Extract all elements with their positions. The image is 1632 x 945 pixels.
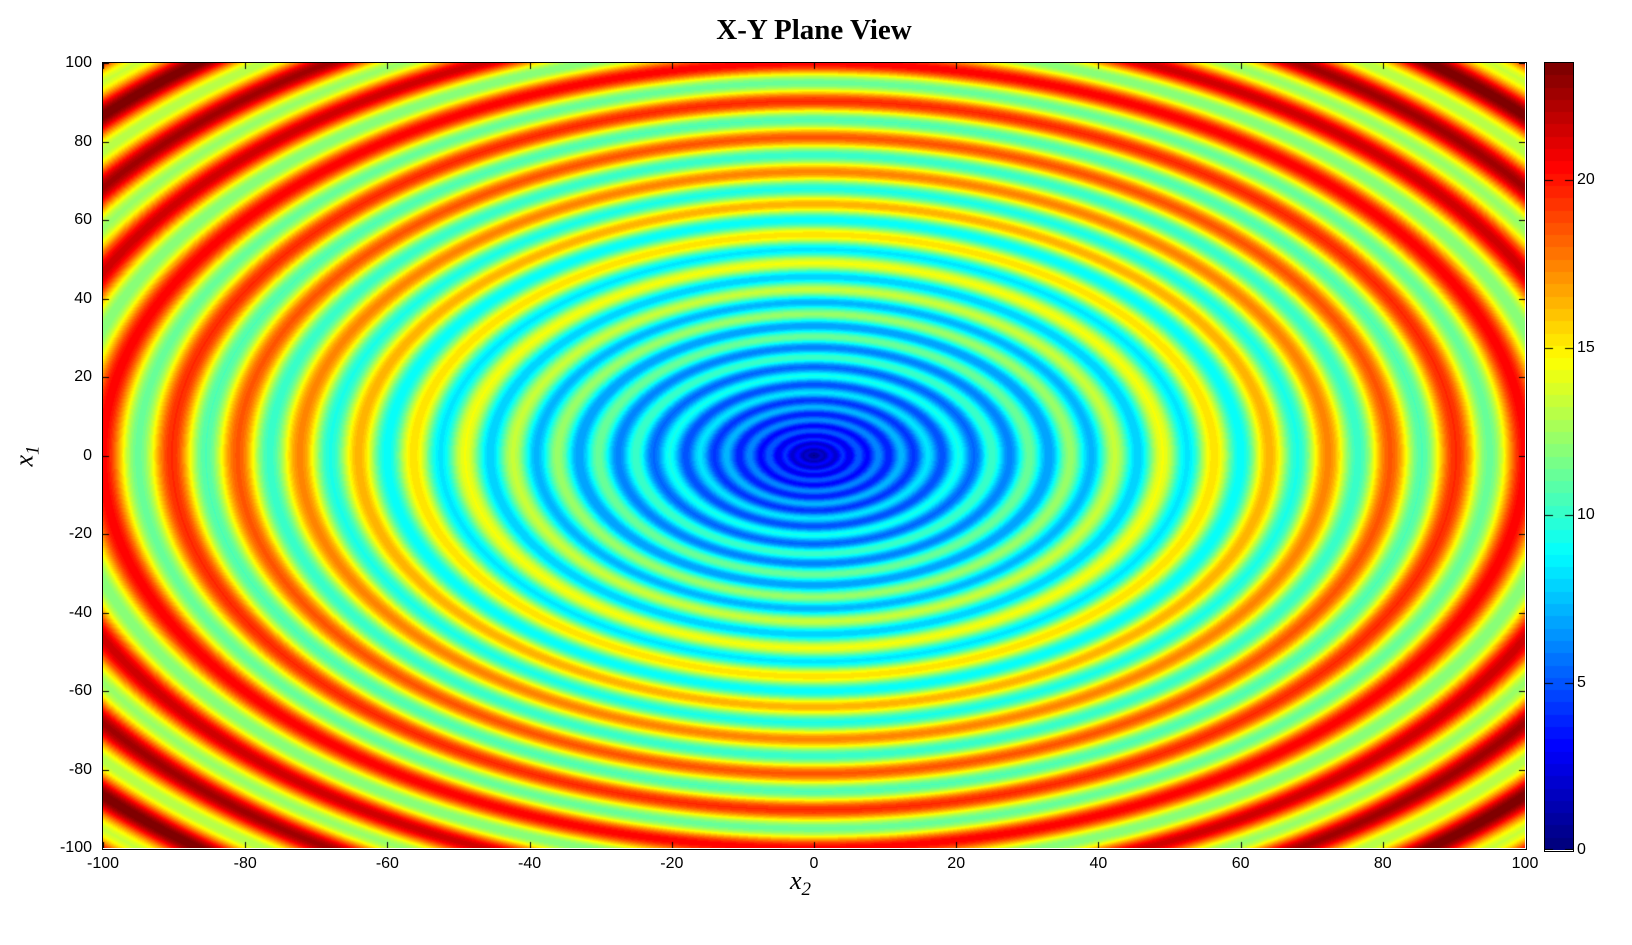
colorbar-tick-label: 15 <box>1577 338 1595 356</box>
x-axis-label: x2 <box>790 866 811 899</box>
y-tick-label: 60 <box>74 211 92 228</box>
y-tick-label: 0 <box>83 446 92 464</box>
x-tick-label: 0 <box>809 855 819 872</box>
x-tick-label: 60 <box>1231 855 1250 872</box>
y-tick-label: 40 <box>74 289 92 307</box>
x-tick-label: -20 <box>660 855 684 872</box>
x-axis-label-base: x <box>790 866 802 895</box>
y-tick-label: -20 <box>68 525 92 542</box>
y-tick-label: -60 <box>68 682 92 699</box>
x-tick-label: -100 <box>86 855 120 872</box>
x-tick-label: 20 <box>947 855 966 872</box>
x-tick-label: -80 <box>233 855 257 872</box>
y-tick-label: -80 <box>68 760 92 778</box>
x-tick-label: 40 <box>1089 855 1108 872</box>
colorbar-tick-label: 0 <box>1577 841 1586 858</box>
y-axis-label-base: x <box>9 454 39 467</box>
x-tick-label: 100 <box>1511 855 1539 872</box>
y-axis-label: x1 <box>9 445 44 467</box>
heatmap-canvas <box>103 63 1525 848</box>
y-tick-label: 100 <box>65 54 92 71</box>
x-tick-label: 80 <box>1373 855 1392 872</box>
y-tick-label: -40 <box>68 603 92 621</box>
plot-title: X-Y Plane View <box>716 14 912 46</box>
x-tick-label: -40 <box>518 855 542 872</box>
y-tick-label: -100 <box>59 839 92 856</box>
y-tick-label: 20 <box>74 368 92 385</box>
y-tick-label: 80 <box>74 132 92 150</box>
colorbar-tick-label: 20 <box>1577 171 1595 189</box>
y-axis-label-subscript: 1 <box>22 445 44 455</box>
colorbar-canvas <box>1545 63 1573 850</box>
x-tick-label: -60 <box>375 855 399 872</box>
colorbar-tick-label: 10 <box>1577 506 1595 524</box>
colorbar-tick-label: 5 <box>1577 673 1586 691</box>
x-axis-label-subscript: 2 <box>801 879 812 901</box>
